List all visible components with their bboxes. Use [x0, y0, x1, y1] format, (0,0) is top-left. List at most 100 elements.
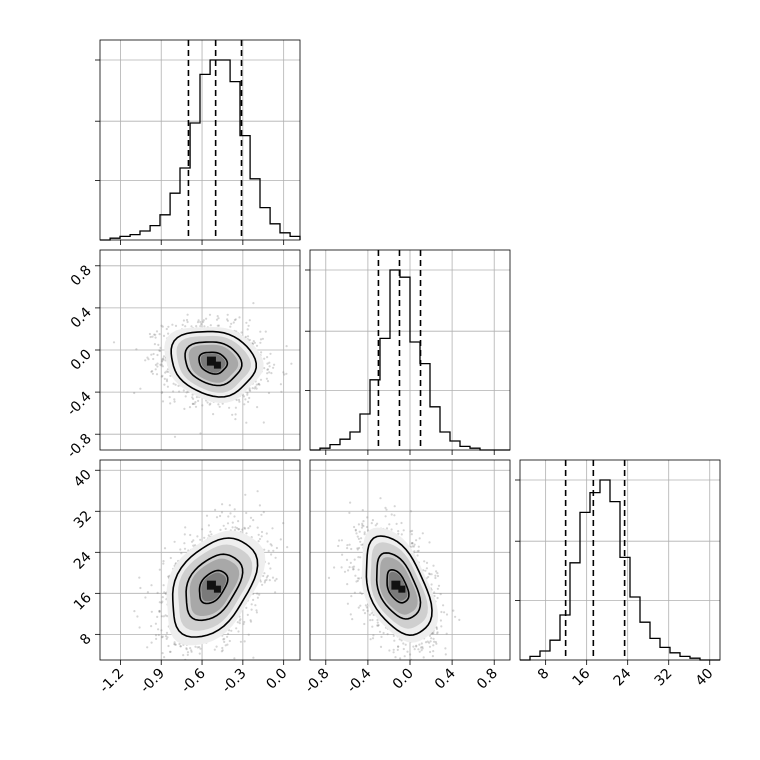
- sample-point: [244, 335, 247, 338]
- sample-point: [215, 318, 219, 321]
- sample-point: [422, 656, 425, 659]
- x-tick-label: -0.6: [178, 665, 209, 696]
- sample-point: [224, 644, 227, 647]
- sample-point: [436, 574, 440, 578]
- sample-point: [355, 580, 358, 583]
- sample-point: [250, 603, 253, 606]
- sample-point: [193, 402, 196, 405]
- sample-point: [250, 608, 253, 611]
- sample-point: [156, 615, 159, 619]
- sample-point: [353, 525, 356, 529]
- sample-point: [267, 549, 270, 553]
- sample-point: [354, 529, 357, 532]
- sample-point: [197, 399, 200, 402]
- sample-point: [347, 569, 350, 572]
- contour-line: [375, 552, 422, 620]
- sample-point: [186, 653, 189, 657]
- sample-point: [265, 578, 268, 582]
- sample-point: [190, 650, 193, 653]
- sample-point: [358, 577, 361, 580]
- sample-point: [379, 645, 383, 649]
- sample-point: [259, 341, 262, 344]
- sample-point: [183, 668, 185, 670]
- sample-point: [349, 613, 352, 616]
- sample-point: [174, 324, 178, 327]
- sample-point: [161, 358, 164, 361]
- sample-point: [160, 360, 164, 363]
- sample-point: [404, 643, 407, 646]
- sample-point: [428, 634, 432, 638]
- sample-point: [397, 532, 400, 535]
- sample-point: [425, 561, 429, 565]
- sample-point: [181, 323, 184, 326]
- sample-point: [413, 543, 416, 546]
- sample-point: [346, 544, 349, 547]
- sample-point: [148, 332, 151, 336]
- sample-point: [265, 576, 268, 579]
- sample-point: [266, 540, 269, 543]
- sample-point: [371, 519, 374, 522]
- sample-point: [252, 656, 255, 659]
- sample-point: [273, 363, 276, 366]
- sample-point: [150, 353, 153, 356]
- sample-point: [394, 656, 397, 659]
- sample-point: [161, 359, 164, 362]
- sample-point: [209, 402, 212, 405]
- sample-point: [138, 576, 141, 579]
- sample-point: [217, 403, 220, 406]
- sample-point: [435, 570, 438, 573]
- sample-point: [226, 319, 229, 322]
- sample-point: [161, 596, 164, 599]
- sample-point: [247, 324, 250, 327]
- sample-point: [159, 363, 162, 366]
- sample-point: [283, 373, 286, 376]
- sample-point: [165, 327, 168, 331]
- sample-point: [279, 383, 282, 386]
- density-core: [391, 580, 406, 593]
- sample-point: [252, 340, 255, 343]
- y-tick-label: 0.0: [68, 347, 95, 374]
- sample-point: [377, 624, 380, 627]
- sample-point: [403, 655, 406, 658]
- sample-point: [150, 625, 153, 628]
- sample-point: [265, 532, 268, 535]
- sample-point: [215, 645, 218, 648]
- sample-point: [420, 642, 423, 645]
- sample-point: [199, 647, 202, 650]
- sample-point: [264, 330, 267, 333]
- sample-point: [195, 396, 198, 399]
- sample-point: [256, 490, 259, 493]
- sample-point: [417, 648, 420, 651]
- sample-point: [340, 566, 343, 569]
- sample-point: [246, 328, 249, 331]
- sample-point: [369, 638, 372, 641]
- sample-point: [440, 625, 443, 628]
- sample-point: [156, 353, 159, 357]
- sample-point: [228, 406, 231, 409]
- sample-point: [227, 515, 230, 518]
- sample-point: [227, 632, 230, 636]
- sample-point: [196, 663, 198, 665]
- sample-point: [418, 650, 421, 653]
- sample-point: [203, 536, 206, 539]
- sample-point: [198, 652, 201, 655]
- sample-point: [440, 610, 443, 614]
- sample-point: [226, 643, 229, 646]
- sample-point: [410, 542, 414, 545]
- sample-point: [243, 620, 246, 624]
- sample-point: [429, 640, 432, 643]
- sample-point: [216, 324, 219, 327]
- sample-point: [156, 365, 159, 368]
- sample-point: [173, 435, 177, 438]
- contour-line: [365, 535, 433, 637]
- sample-point: [164, 371, 167, 374]
- sample-point: [270, 372, 273, 375]
- sample-point: [237, 398, 241, 401]
- sample-point: [242, 622, 245, 626]
- sample-point: [268, 365, 271, 368]
- sample-point: [436, 587, 439, 590]
- sample-point: [169, 374, 172, 377]
- sample-point: [274, 556, 277, 559]
- sample-point: [254, 604, 257, 607]
